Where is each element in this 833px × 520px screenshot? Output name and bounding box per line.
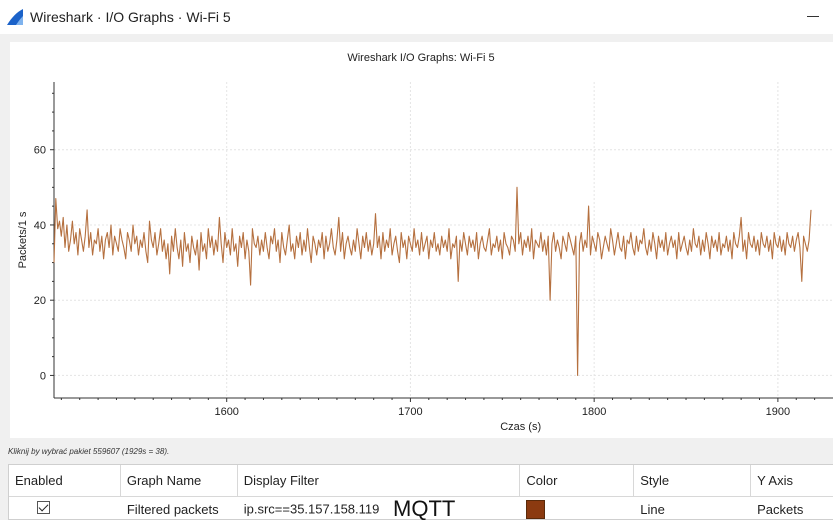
wireshark-fin-icon xyxy=(7,9,23,25)
header-graph-name[interactable]: Graph Name xyxy=(121,464,238,497)
enabled-checkbox[interactable] xyxy=(37,501,50,514)
status-hint: Kliknij by wybrać pakiet 559607 (1929s =… xyxy=(8,447,170,456)
header-style[interactable]: Style xyxy=(634,464,752,497)
display-filter-value[interactable]: ip.src==35.157.158.119 xyxy=(243,501,380,517)
style-cell[interactable]: Line xyxy=(640,501,665,517)
series-line[interactable] xyxy=(53,186,812,376)
header-display-filter[interactable]: Display Filter xyxy=(238,464,521,497)
x-tick-label: 1900 xyxy=(766,406,790,418)
table-row[interactable]: Filtered packets ip.src==35.157.158.119 … xyxy=(9,496,833,520)
plot-area[interactable]: Wireshark I/O Graphs: Wi-Fi 5 0 20 40 60 1600… xyxy=(10,42,833,438)
chart-title: Wireshark I/O Graphs: Wi-Fi 5 xyxy=(347,52,494,64)
header-color[interactable]: Color xyxy=(520,464,635,497)
x-tick-label: 1600 xyxy=(214,406,238,418)
graph-name-cell[interactable]: Filtered packets xyxy=(126,501,219,517)
y-tick-label: 20 xyxy=(34,295,46,307)
io-graph-chart[interactable]: Wireshark I/O Graphs: Wi-Fi 5 0 20 40 60 1600… xyxy=(10,42,833,438)
header-y-axis[interactable]: Y Axis xyxy=(757,472,793,488)
enabled-cell xyxy=(9,501,121,517)
header-enabled[interactable]: Enabled xyxy=(9,464,121,497)
window-titlebar: Wireshark · I/O Graphs · Wi-Fi 5 xyxy=(0,0,833,34)
x-tick-label: 1700 xyxy=(398,406,422,418)
y-axis-label: Packets/1 s xyxy=(17,211,29,268)
graph-list-table[interactable]: Enabled Graph Name Display Filter Color … xyxy=(8,464,833,520)
y-tick-label: 60 xyxy=(34,145,46,157)
color-cell[interactable] xyxy=(520,499,634,519)
minimize-button[interactable] xyxy=(807,16,819,17)
color-swatch[interactable] xyxy=(526,499,546,519)
display-filter-cell[interactable]: ip.src==35.157.158.119 MQTT xyxy=(238,496,521,520)
window-title: Wireshark · I/O Graphs · Wi-Fi 5 xyxy=(30,9,231,25)
x-tick-label: 1800 xyxy=(582,406,606,418)
mqtt-annotation: MQTT xyxy=(393,496,456,520)
x-axis-label: Czas (s) xyxy=(500,421,541,433)
y-axis-cell[interactable]: Packets xyxy=(757,501,804,517)
y-tick-label: 40 xyxy=(34,220,46,232)
table-header: Enabled Graph Name Display Filter Color … xyxy=(9,464,833,497)
y-tick-label: 0 xyxy=(40,370,46,382)
